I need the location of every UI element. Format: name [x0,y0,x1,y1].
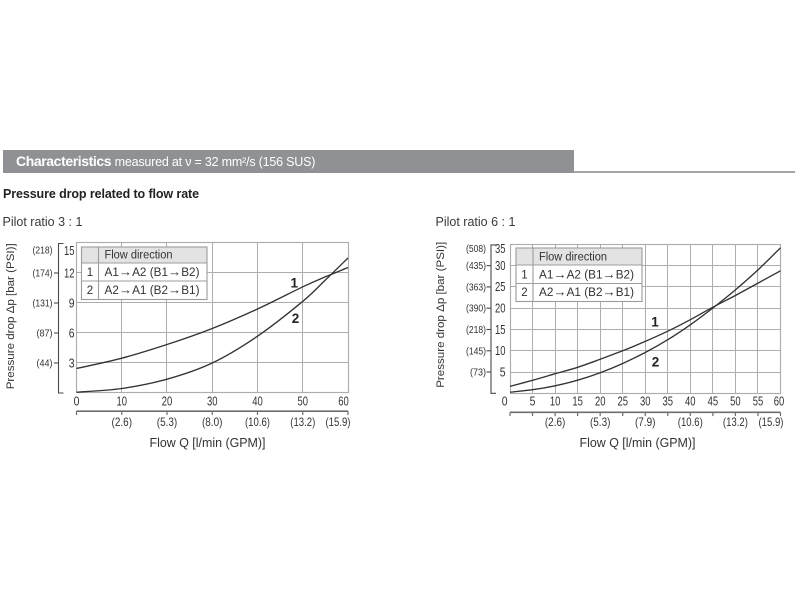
svg-text:(15.9): (15.9) [326,415,351,429]
svg-text:50: 50 [730,395,741,409]
svg-text:20: 20 [495,302,506,316]
svg-text:10: 10 [117,395,128,409]
svg-text:(218): (218) [33,246,53,257]
svg-text:20: 20 [162,395,173,409]
svg-text:20: 20 [595,395,606,409]
svg-text:A1→A2 (B1→B2): A1→A2 (B1→B2) [539,267,634,282]
svg-text:2: 2 [652,355,660,370]
svg-text:(435): (435) [466,261,486,272]
svg-text:25: 25 [495,280,506,294]
svg-text:3: 3 [69,356,75,370]
svg-text:12: 12 [64,266,75,280]
svg-text:5: 5 [500,365,506,379]
svg-text:(44): (44) [37,359,53,370]
svg-text:10: 10 [550,395,561,409]
svg-text:(5.3): (5.3) [590,415,611,429]
svg-text:Pressure drop Δp [bar (PSI)]: Pressure drop Δp [bar (PSI)] [435,242,447,388]
svg-text:(131): (131) [33,299,53,310]
svg-text:1: 1 [521,270,527,282]
svg-text:Flow direction: Flow direction [105,250,173,262]
svg-text:(390): (390) [466,304,486,315]
svg-text:30: 30 [207,395,218,409]
svg-text:Pressure drop Δp [bar (PSI)]: Pressure drop Δp [bar (PSI)] [5,243,17,389]
svg-text:10: 10 [495,344,506,358]
svg-text:50: 50 [298,395,309,409]
svg-text:Flow Q [l/min (GPM)]: Flow Q [l/min (GPM)] [580,435,696,450]
svg-text:(10.6): (10.6) [245,415,270,429]
svg-text:(10.6): (10.6) [678,415,703,429]
svg-text:15: 15 [64,244,75,258]
svg-text:A2→A1 (B2→B1): A2→A1 (B2→B1) [539,284,634,299]
svg-text:(15.9): (15.9) [759,415,784,429]
svg-text:(508): (508) [466,244,486,255]
svg-text:(87): (87) [37,329,53,340]
svg-text:(2.6): (2.6) [112,415,133,429]
svg-text:(2.6): (2.6) [545,415,566,429]
svg-text:40: 40 [252,395,263,409]
svg-text:A1→A2 (B1→B2): A1→A2 (B1→B2) [105,264,200,279]
svg-text:2: 2 [292,311,300,326]
svg-text:1: 1 [290,276,298,291]
svg-text:30: 30 [640,395,651,409]
svg-text:15: 15 [572,395,583,409]
svg-text:(218): (218) [466,325,486,336]
svg-text:(7.9): (7.9) [635,415,656,429]
svg-text:2: 2 [87,285,93,297]
svg-text:25: 25 [617,395,628,409]
svg-text:(73): (73) [470,368,486,379]
svg-text:(8.0): (8.0) [202,415,223,429]
svg-text:(363): (363) [466,282,486,293]
svg-text:40: 40 [685,395,696,409]
svg-text:0: 0 [74,395,80,409]
svg-text:0: 0 [502,395,508,409]
svg-text:9: 9 [69,296,75,310]
svg-text:35: 35 [663,395,674,409]
svg-text:1: 1 [651,315,659,330]
svg-text:60: 60 [774,395,785,409]
svg-text:A2→A1 (B2→B1): A2→A1 (B2→B1) [105,282,200,297]
svg-text:Flow direction: Flow direction [539,252,607,264]
svg-text:2: 2 [521,287,527,299]
svg-text:(174): (174) [33,269,53,280]
svg-text:30: 30 [495,259,506,273]
svg-text:60: 60 [338,395,349,409]
svg-text:15: 15 [495,323,506,337]
svg-text:1: 1 [87,267,93,279]
svg-text:(13.2): (13.2) [723,415,748,429]
svg-text:(145): (145) [466,346,486,357]
svg-text:35: 35 [495,242,506,256]
svg-text:6: 6 [69,326,75,340]
svg-text:Flow Q [l/min (GPM)]: Flow Q [l/min (GPM)] [150,435,266,450]
svg-text:45: 45 [708,395,719,409]
svg-text:5: 5 [530,395,536,409]
svg-text:(5.3): (5.3) [157,415,178,429]
svg-text:55: 55 [753,395,764,409]
svg-text:(13.2): (13.2) [290,415,315,429]
